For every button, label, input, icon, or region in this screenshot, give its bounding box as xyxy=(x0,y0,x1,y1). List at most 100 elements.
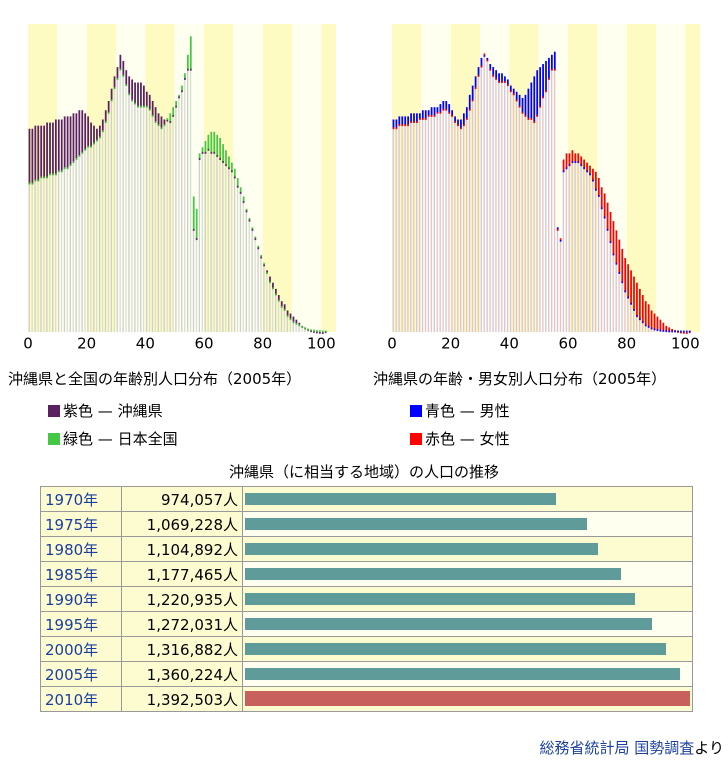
age-bar-cap xyxy=(119,54,122,71)
age-bar-tip xyxy=(404,124,407,127)
age-bar-cap xyxy=(233,168,236,178)
age-bar-cap xyxy=(515,91,518,101)
age-bar-tip xyxy=(272,287,274,290)
age-bar-cap xyxy=(577,153,580,163)
age-bar-tip xyxy=(277,299,280,302)
population-bar xyxy=(245,568,622,580)
age-bar-tip xyxy=(515,99,518,102)
age-bar-tip xyxy=(160,127,163,130)
age-bar-tip xyxy=(462,124,465,127)
age-bar-tip xyxy=(677,330,679,333)
age-bar-stem xyxy=(574,162,576,332)
age-bar-tip xyxy=(195,238,198,241)
population-value: 1,316,882人 xyxy=(121,636,243,662)
age-bar-stem xyxy=(272,288,274,332)
age-bar-tip xyxy=(151,114,154,117)
age-bar-cap xyxy=(40,125,43,178)
x-tick-label: 100 xyxy=(307,335,336,353)
age-bar-tip xyxy=(228,167,230,170)
age-bar-stem xyxy=(589,174,591,332)
age-bar-stem xyxy=(609,242,611,332)
age-bar-stem xyxy=(148,110,151,333)
age-bar-cap xyxy=(157,113,160,126)
age-bar-tip xyxy=(166,117,169,120)
age-bar-stem xyxy=(404,125,406,332)
age-bar-tip xyxy=(671,330,674,333)
age-bar-stem xyxy=(60,171,63,332)
age-bar-cap xyxy=(316,331,318,334)
age-bar-cap xyxy=(609,211,612,243)
age-bar-cap xyxy=(430,107,433,117)
age-bar-stem xyxy=(40,178,42,332)
legend-japan: 緑色 — 日本全国 xyxy=(48,428,178,449)
age-bar-stem xyxy=(656,330,658,332)
age-bar-tip xyxy=(63,167,66,170)
age-bar-cap xyxy=(283,304,286,311)
age-bar-cap xyxy=(498,73,500,83)
age-bar-tip xyxy=(134,102,136,105)
source-link-census[interactable]: 国勢調査 xyxy=(634,739,695,757)
age-bar-stem xyxy=(251,230,253,332)
age-bar-stem xyxy=(401,125,403,332)
age-bar-tip xyxy=(559,238,562,241)
age-bar-cap xyxy=(254,236,257,240)
age-bar-cap xyxy=(539,67,542,108)
age-bar-stem xyxy=(298,325,300,332)
age-bar-cap xyxy=(66,116,69,169)
age-bar-stem xyxy=(210,153,212,332)
age-bar-tip xyxy=(580,164,583,167)
age-bar-stem xyxy=(530,119,532,332)
age-bar-cap xyxy=(245,208,248,212)
age-bar-tip xyxy=(512,93,515,96)
age-bar-stem xyxy=(107,113,110,332)
age-bar-cap xyxy=(633,276,635,311)
age-bar-stem xyxy=(134,104,136,332)
age-bar-tip xyxy=(207,148,210,151)
age-bar-cap xyxy=(618,239,621,274)
age-bar-tip xyxy=(589,173,591,176)
age-bar-cap xyxy=(31,128,34,185)
age-bar-tip xyxy=(31,182,34,185)
age-bar-stem xyxy=(644,325,647,332)
population-bar-cell xyxy=(242,511,693,537)
age-bar-stem xyxy=(189,70,192,332)
age-bar-tip xyxy=(542,96,544,99)
population-value: 974,057人 xyxy=(121,486,243,512)
population-value: 1,177,465人 xyxy=(121,561,243,587)
source-link-stat-bureau[interactable]: 総務省統計局 xyxy=(539,739,630,757)
age-bar-cap xyxy=(445,101,448,111)
age-bar-tip xyxy=(304,327,307,330)
age-bar-tip xyxy=(471,99,474,102)
age-bar-tip xyxy=(492,74,495,77)
age-bar-tip xyxy=(477,74,480,77)
age-bar-tip xyxy=(189,68,192,71)
age-bar-cap xyxy=(72,113,75,163)
age-bar-stem xyxy=(586,171,588,332)
chart-left-title: 沖縄県と全国の年齢別人口分布（2005年） xyxy=(8,370,302,388)
age-bar-tip xyxy=(448,111,451,114)
age-bar-stem xyxy=(151,116,154,333)
age-bar-cap xyxy=(650,310,653,329)
age-bar-stem xyxy=(483,54,485,333)
population-bar-cell xyxy=(242,636,693,662)
age-bar-stem xyxy=(131,101,133,332)
age-bar-tip xyxy=(454,121,456,124)
age-bar-stem xyxy=(119,70,121,332)
age-bar-tip xyxy=(175,105,178,108)
age-bar-stem xyxy=(216,156,218,332)
age-bar-cap xyxy=(131,79,134,101)
legend-okinawa: 紫色 — 沖縄県 xyxy=(48,400,163,421)
age-bar-tip xyxy=(682,330,685,333)
age-bar-tip xyxy=(688,330,691,333)
age-bar-cap xyxy=(580,156,583,166)
population-bar-cell xyxy=(242,611,693,637)
background-band xyxy=(685,24,700,332)
age-bar-cap xyxy=(612,221,615,255)
age-bar-stem xyxy=(128,94,130,332)
age-bar-stem xyxy=(492,76,494,332)
source-credit: 総務省統計局 国勢調査より xyxy=(539,737,724,758)
age-bar-cap xyxy=(662,322,665,332)
age-bar-cap xyxy=(589,165,591,175)
age-bar-stem xyxy=(175,107,177,332)
age-bar-tip xyxy=(140,105,142,108)
